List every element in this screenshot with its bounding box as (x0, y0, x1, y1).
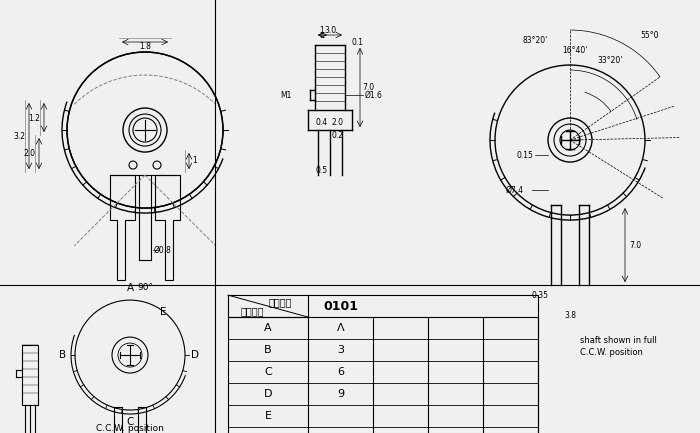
Text: 33°20': 33°20' (597, 55, 623, 65)
Text: C.C.W. position: C.C.W. position (580, 348, 643, 357)
Text: D: D (264, 389, 272, 399)
Text: 位置代碼: 位置代碼 (240, 307, 264, 317)
Text: 0.15: 0.15 (517, 151, 533, 159)
Text: 6: 6 (337, 367, 344, 377)
Text: M1: M1 (281, 90, 292, 100)
Text: Ø1.6: Ø1.6 (365, 90, 383, 100)
Text: 9: 9 (337, 389, 344, 399)
Text: A: A (264, 323, 272, 333)
Text: 1: 1 (193, 155, 197, 165)
Text: 16°40': 16°40' (562, 45, 588, 55)
Text: E: E (265, 411, 272, 421)
Text: 3.8: 3.8 (564, 310, 576, 320)
Text: 83°20': 83°20' (522, 36, 547, 45)
Text: C: C (264, 367, 272, 377)
Text: Λ: Λ (337, 323, 344, 333)
Bar (22, 345, 38, 405)
Text: 7.0: 7.0 (629, 241, 641, 249)
Text: Ø0.8: Ø0.8 (154, 246, 172, 255)
Text: 55°0: 55°0 (640, 30, 659, 39)
Text: 0.35: 0.35 (531, 291, 549, 300)
Text: 2.0: 2.0 (23, 149, 35, 158)
Text: 0.2: 0.2 (332, 131, 344, 139)
Text: 0.1: 0.1 (352, 38, 364, 46)
Text: C: C (126, 417, 134, 427)
Text: shaft shown in full: shaft shown in full (580, 336, 657, 345)
Text: 1.8: 1.8 (139, 42, 151, 51)
Text: 2.0: 2.0 (332, 117, 344, 126)
Text: 1.2: 1.2 (28, 113, 40, 123)
Text: 0.5: 0.5 (316, 165, 328, 174)
Text: A: A (127, 283, 134, 293)
Text: E: E (160, 307, 167, 317)
Text: 3.2: 3.2 (13, 132, 25, 141)
Text: 0101: 0101 (323, 300, 358, 313)
Bar (228, 295, 538, 433)
Text: C.C.W. position: C.C.W. position (96, 423, 164, 433)
Text: B: B (264, 345, 272, 355)
Text: 0.4: 0.4 (316, 117, 328, 126)
Text: D: D (191, 350, 199, 360)
Text: Ø7.4: Ø7.4 (506, 186, 524, 194)
Text: 字模代碼: 字模代碼 (268, 297, 292, 307)
Text: 3: 3 (337, 345, 344, 355)
Text: 7.0: 7.0 (362, 83, 374, 91)
Text: 1: 1 (320, 26, 324, 35)
Text: 90°: 90° (137, 283, 153, 291)
Text: 3.0: 3.0 (324, 26, 336, 35)
Text: B: B (60, 350, 66, 360)
